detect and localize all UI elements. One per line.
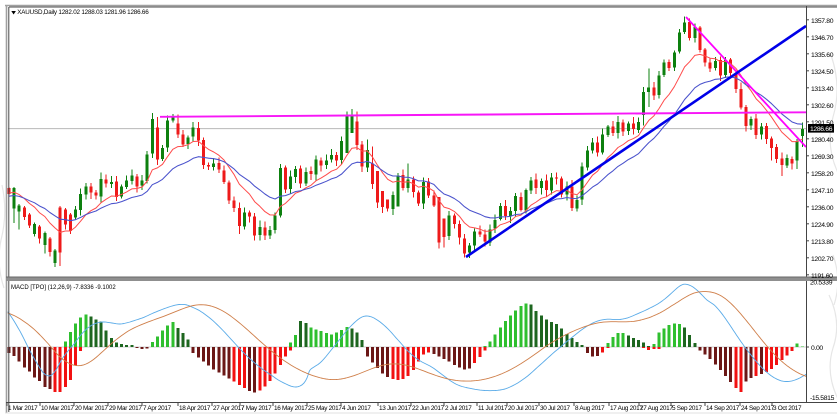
- svg-text:1357.80: 1357.80: [811, 18, 834, 25]
- svg-text:3 Oct 2017: 3 Oct 2017: [773, 405, 802, 412]
- svg-text:20 Mar 2017: 20 Mar 2017: [75, 405, 108, 412]
- svg-text:1213.80: 1213.80: [811, 239, 834, 246]
- svg-text:20.5339: 20.5339: [810, 280, 833, 287]
- svg-text:1224.90: 1224.90: [811, 222, 834, 229]
- svg-text:1247.10: 1247.10: [811, 188, 834, 195]
- svg-text:0.00: 0.00: [811, 345, 823, 352]
- svg-text:13 Jun 2017: 13 Jun 2017: [379, 405, 412, 412]
- svg-text:7 May 2017: 7 May 2017: [241, 405, 272, 412]
- svg-text:-15.5815: -15.5815: [810, 395, 835, 402]
- svg-text:17 Aug 2017: 17 Aug 2017: [610, 405, 643, 412]
- svg-text:22 Jun 2017: 22 Jun 2017: [412, 405, 445, 412]
- svg-text:1202.70: 1202.70: [811, 256, 834, 263]
- svg-text:20 Jul 2017: 20 Jul 2017: [508, 405, 538, 412]
- svg-text:1324.50: 1324.50: [811, 69, 834, 76]
- svg-text:1191.60: 1191.60: [811, 273, 833, 280]
- svg-text:24 Sep 2017: 24 Sep 2017: [741, 405, 775, 412]
- svg-text:1313.40: 1313.40: [811, 86, 834, 93]
- svg-text:11 Jul 2017: 11 Jul 2017: [478, 405, 508, 412]
- svg-text:1258.20: 1258.20: [811, 171, 834, 178]
- svg-text:7 Apr 2017: 7 Apr 2017: [143, 405, 172, 412]
- svg-text:16 May 2017: 16 May 2017: [274, 405, 308, 412]
- svg-text:27 Apr 2017: 27 Apr 2017: [213, 405, 245, 412]
- svg-text:2 Jul 2017: 2 Jul 2017: [445, 405, 472, 412]
- svg-text:5 Sep 2017: 5 Sep 2017: [672, 405, 702, 412]
- svg-text:1236.00: 1236.00: [811, 205, 834, 212]
- svg-text:1 Mar 2017: 1 Mar 2017: [8, 405, 38, 412]
- svg-text:27 Aug 2017: 27 Aug 2017: [640, 405, 673, 412]
- svg-text:25 May 2017: 25 May 2017: [308, 405, 342, 412]
- svg-text:4 Jun 2017: 4 Jun 2017: [342, 405, 371, 412]
- svg-text:1286.66: 1286.66: [810, 126, 833, 133]
- svg-text:MACD [TPO] (12,26,9) -7.8336 -: MACD [TPO] (12,26,9) -7.8336 -9.1002: [11, 285, 116, 291]
- svg-text:8 Aug 2017: 8 Aug 2017: [575, 405, 605, 412]
- svg-text:1346.70: 1346.70: [811, 35, 834, 42]
- svg-text:1291.50: 1291.50: [811, 120, 834, 127]
- svg-text:30 Jul 2017: 30 Jul 2017: [540, 405, 570, 412]
- svg-text:29 Mar 2017: 29 Mar 2017: [109, 405, 142, 412]
- svg-text:1335.60: 1335.60: [811, 52, 834, 59]
- svg-text:14 Sep 2017: 14 Sep 2017: [706, 405, 740, 412]
- svg-text:XAUUSD,Daily 1282.02 1288.03: XAUUSD,Daily 1282.02 1288.03 1281.96 128…: [17, 9, 149, 16]
- svg-text:1302.60: 1302.60: [811, 103, 834, 110]
- svg-text:1269.30: 1269.30: [811, 154, 834, 161]
- svg-text:18 Apr 2017: 18 Apr 2017: [179, 405, 211, 412]
- svg-text:1280.40: 1280.40: [811, 137, 834, 144]
- svg-text:10 Mar 2017: 10 Mar 2017: [41, 405, 74, 412]
